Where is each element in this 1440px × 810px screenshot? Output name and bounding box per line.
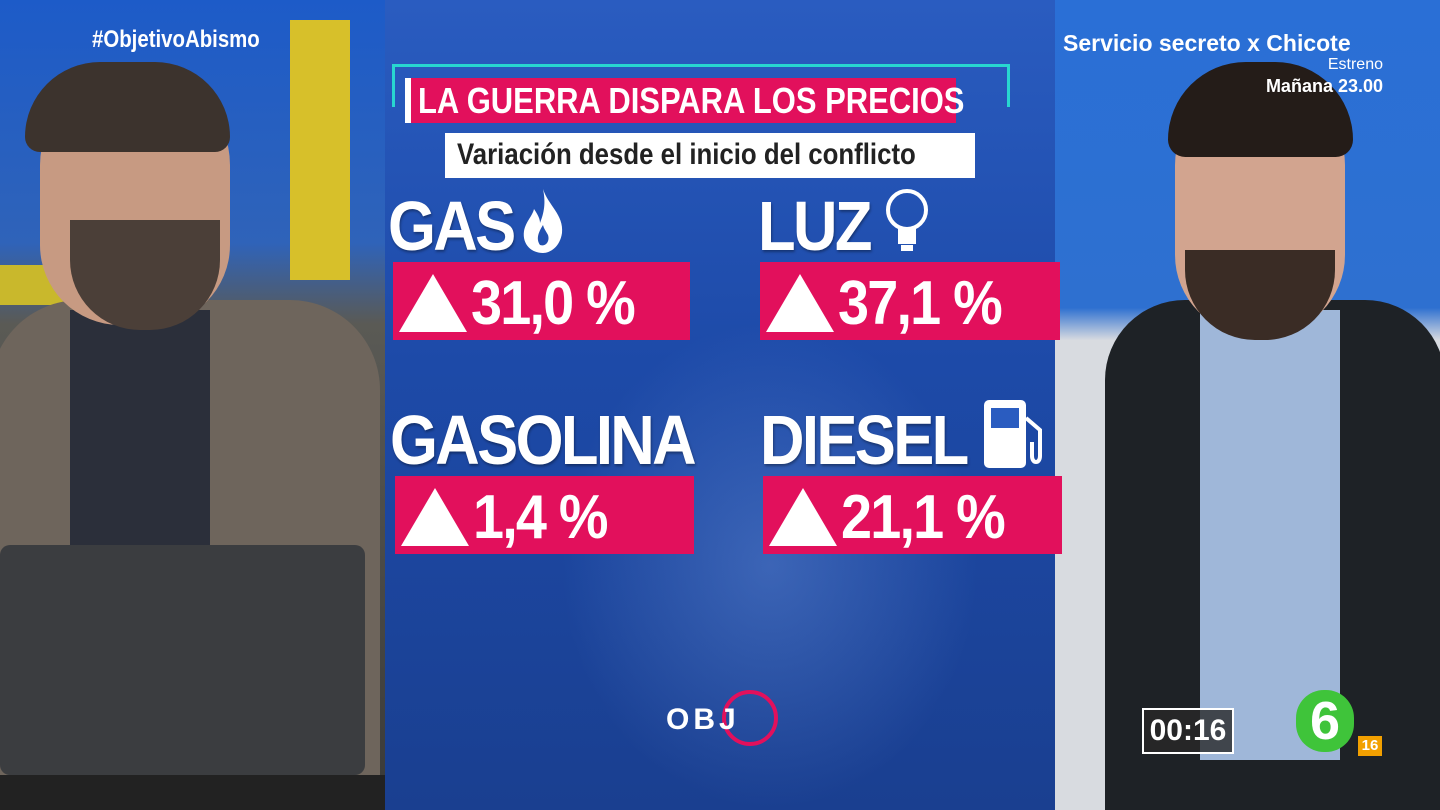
title-box	[405, 78, 956, 123]
promo-title: Servicio secreto x Chicote	[1063, 30, 1351, 56]
value-box: 21,1 %	[763, 476, 1062, 554]
up-arrow	[769, 488, 837, 546]
item-label: DIESEL	[760, 401, 969, 479]
logo-ring	[722, 690, 778, 746]
background-panel	[290, 20, 350, 280]
item-label: GASOLINA	[390, 401, 697, 479]
value-box: 1,4 %	[395, 476, 694, 554]
shirt	[1200, 310, 1340, 760]
shirt	[70, 310, 210, 570]
desk	[0, 775, 385, 810]
item-label: GAS	[388, 187, 516, 265]
up-arrow	[766, 274, 834, 332]
fuel-pump-icon	[984, 400, 1042, 468]
age-rating: 16	[1358, 736, 1382, 756]
value-box: 31,0 %	[393, 262, 690, 340]
background-glow	[560, 320, 980, 810]
title-outline	[392, 64, 1010, 107]
timer: 00:16	[1142, 708, 1234, 754]
flame-icon	[523, 189, 563, 253]
promo-time: Mañana 23.00	[1265, 76, 1383, 96]
subtitle: Variación desde el inicio del conflicto	[457, 138, 916, 171]
item-label: LUZ	[758, 187, 872, 265]
hair	[25, 62, 230, 152]
logo: OBJ	[666, 703, 740, 736]
item-value: 31,0 %	[471, 269, 636, 338]
bulb-icon	[886, 189, 928, 251]
channel-logo: 6	[1296, 690, 1354, 752]
title: LA GUERRA DISPARA LOS PRECIOS	[418, 80, 965, 121]
item-value: 1,4 %	[473, 483, 608, 552]
hair	[1168, 62, 1353, 157]
hashtag: #ObjetivoAbismo	[92, 26, 260, 53]
value-box: 37,1 %	[760, 262, 1060, 340]
up-arrow	[401, 488, 469, 546]
beard	[70, 220, 220, 330]
left-camera: #ObjetivoAbismo	[0, 0, 385, 810]
item-value: 21,1 %	[841, 483, 1006, 552]
right-camera: Servicio secreto x Chicote Estreno Mañan…	[1055, 0, 1440, 810]
up-arrow	[399, 274, 467, 332]
item-value: 37,1 %	[838, 269, 1003, 338]
subtitle-box	[445, 133, 975, 178]
promo-line: Estreno	[1327, 56, 1383, 73]
laptop	[0, 545, 365, 775]
